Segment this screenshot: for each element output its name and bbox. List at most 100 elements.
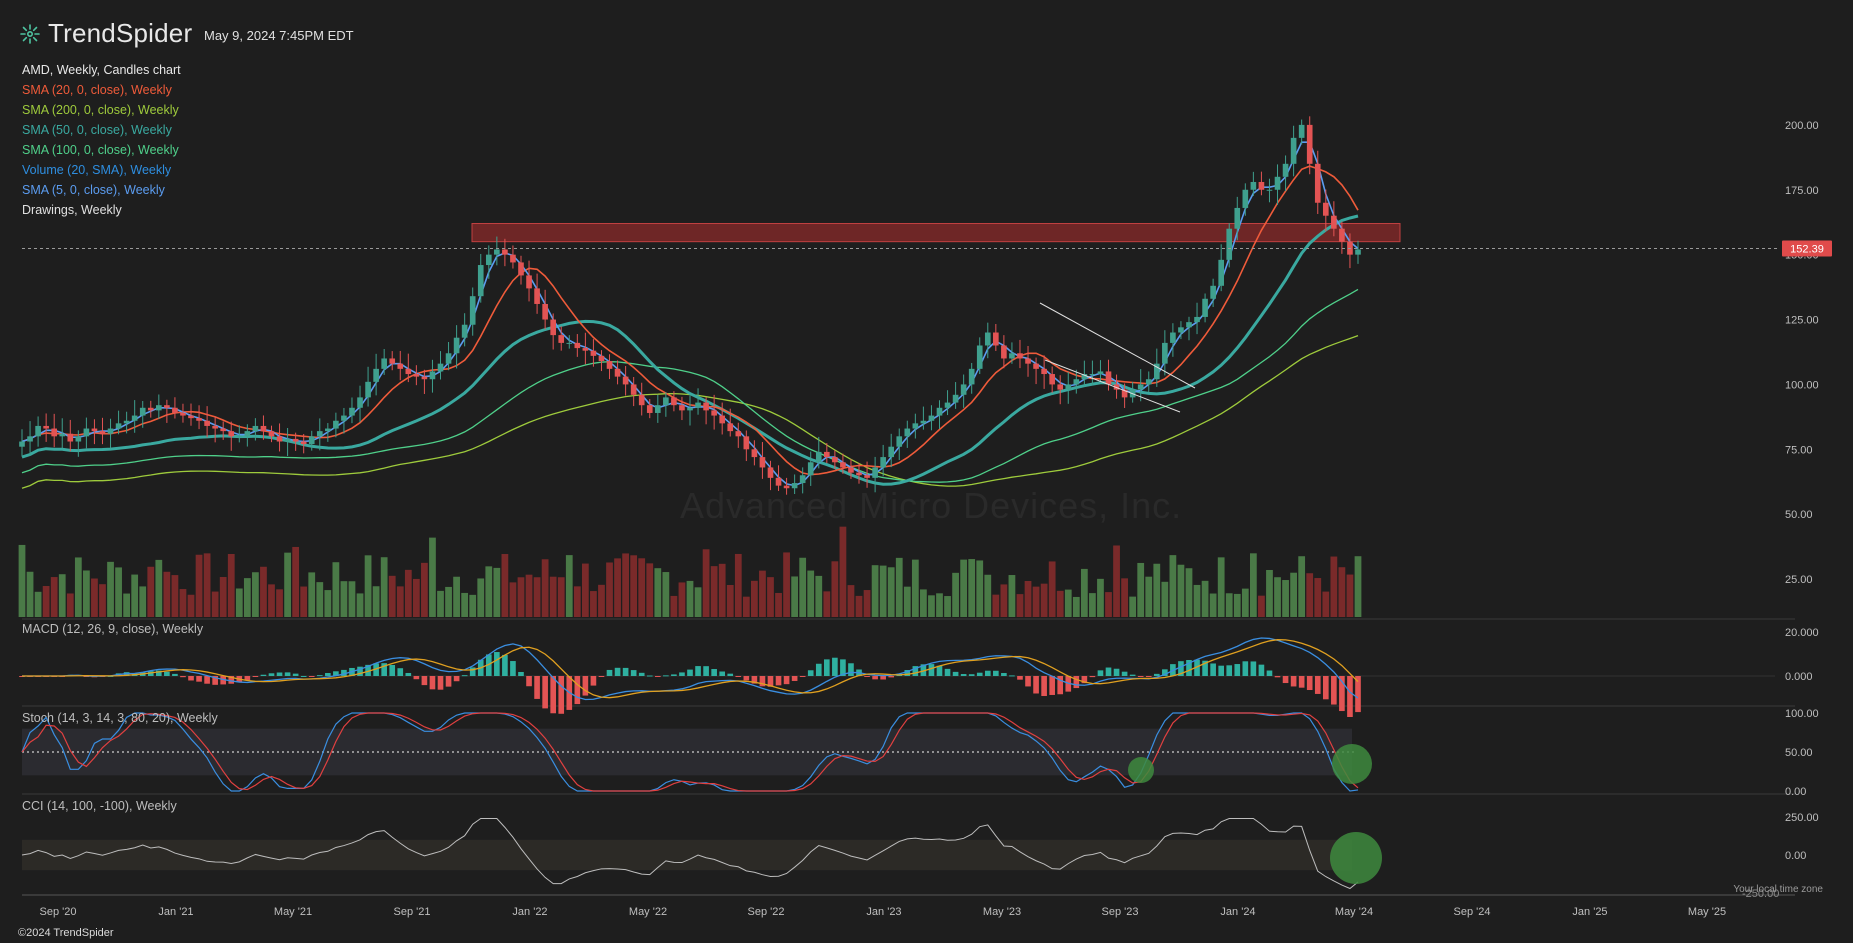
legend-item-volume[interactable]: Volume (20, SMA), Weekly	[22, 163, 172, 177]
candle-body	[727, 423, 734, 432]
macd-hist-bar	[172, 673, 178, 676]
macd-hist-bar	[832, 657, 838, 676]
volume-bar	[1072, 596, 1080, 617]
volume-bar	[1314, 578, 1322, 617]
macd-hist-bar	[1145, 676, 1152, 677]
legend-item-sma20[interactable]: SMA (20, 0, close), Weekly	[22, 83, 172, 97]
volume-bar	[968, 559, 976, 617]
volume-bar	[734, 553, 742, 617]
candle-body	[139, 407, 146, 416]
volume-bar	[646, 563, 654, 617]
macd-hist-bar	[252, 676, 259, 677]
candle-body	[1162, 342, 1168, 364]
candle-body	[99, 431, 106, 434]
candle-body	[719, 415, 726, 424]
macd-hist-bar	[357, 666, 363, 676]
candle-body	[1250, 181, 1257, 190]
macd-hist-bar	[703, 666, 709, 676]
candle-body	[413, 374, 420, 377]
macd-hist-bar	[421, 676, 428, 686]
candle-body	[19, 441, 25, 447]
volume-bar	[147, 566, 155, 617]
macd-hist-bar	[1258, 664, 1265, 676]
macd-hist-bar	[558, 676, 565, 714]
macd-hist-bar	[550, 676, 556, 714]
volume-bar	[1105, 592, 1112, 617]
volume-bar	[155, 559, 163, 617]
macd-hist-bar	[912, 666, 919, 676]
volume-bar	[831, 561, 839, 617]
candle-body	[341, 415, 347, 421]
volume-bar	[276, 589, 283, 617]
stoch-d-line	[21, 712, 1359, 792]
volume-bar	[1217, 557, 1225, 617]
volume-bar	[1346, 574, 1354, 617]
volume-bar	[171, 575, 179, 617]
macd-hist-bar	[405, 672, 412, 676]
volume-bar	[1241, 588, 1249, 617]
candle-body	[598, 355, 605, 362]
macd-hist-bar	[646, 675, 653, 677]
legend-title[interactable]: AMD, Weekly, Candles chart	[22, 63, 181, 77]
volume-bar	[1274, 577, 1281, 617]
legend-item-sma50[interactable]: SMA (50, 0, close), Weekly	[22, 123, 172, 137]
macd-hist-bar	[284, 672, 291, 676]
macd-hist-bar	[815, 663, 822, 676]
candle-body	[952, 394, 959, 403]
candle-body	[164, 405, 170, 408]
macd-hist-bar	[1194, 659, 1200, 676]
candle-body	[397, 363, 404, 369]
macd-hist-bar	[1153, 673, 1160, 676]
candle-body	[574, 342, 581, 349]
volume-bar	[742, 596, 750, 617]
candle-body	[1234, 207, 1241, 229]
stoch-axis-tick: 50.00	[1785, 747, 1813, 759]
time-axis-tick: May '22	[629, 906, 667, 918]
macd-hist-bar	[1073, 676, 1080, 689]
macd-hist-bar	[1234, 664, 1241, 676]
macd-hist-bar	[1057, 676, 1064, 695]
volume-bar	[887, 567, 895, 617]
candle-body	[115, 423, 122, 429]
legend-item-sma200[interactable]: SMA (200, 0, close), Weekly	[22, 103, 179, 117]
macd-hist-bar	[1347, 676, 1353, 717]
volume-bar	[638, 558, 646, 617]
macd-hist-bar	[759, 676, 766, 687]
legend-item-sma100[interactable]: SMA (100, 0, close), Weekly	[22, 143, 179, 157]
volume-bar	[839, 526, 847, 617]
cci-line	[21, 818, 1359, 890]
volume-bar	[324, 590, 332, 617]
legend-item-sma5[interactable]: SMA (5, 0, close), Weekly	[22, 183, 165, 197]
macd-hist-bar	[325, 673, 331, 676]
volume-bar	[759, 570, 766, 617]
candle-body	[791, 483, 798, 489]
candle-body	[244, 431, 251, 437]
macd-pane-label[interactable]: MACD (12, 26, 9, close), Weekly	[22, 622, 204, 636]
volume-bar	[1129, 596, 1137, 617]
candle-body	[365, 381, 371, 398]
macd-hist-bar	[1001, 673, 1007, 676]
candle-body	[984, 332, 991, 346]
candle-body	[131, 415, 138, 421]
macd-hist-bar	[1121, 671, 1128, 676]
candle-body	[735, 431, 742, 437]
copyright: ©2024 TrendSpider	[18, 927, 114, 939]
candle-body	[494, 249, 500, 255]
cci-pane-label[interactable]: CCI (14, 100, -100), Weekly	[22, 799, 177, 813]
macd-hist-bar	[1274, 676, 1281, 678]
stoch-pane-label[interactable]: Stoch (14, 3, 14, 3, 80, 20), Weekly	[22, 711, 218, 725]
volume-bar	[1097, 578, 1104, 617]
volume-bar	[292, 546, 300, 617]
volume-bar	[928, 595, 935, 617]
volume-bar	[654, 568, 662, 617]
macd-hist-bar	[1314, 676, 1321, 694]
candle-body	[405, 368, 412, 375]
macd-hist-bar	[1009, 675, 1015, 677]
candle-body	[1017, 353, 1023, 359]
macd-hist-bar	[1250, 661, 1257, 676]
candle-body	[172, 407, 178, 413]
legend-item-drawings[interactable]: Drawings, Weekly	[22, 203, 122, 217]
macd-hist-bar	[671, 674, 677, 676]
macd-axis-tick: 20.000	[1785, 627, 1819, 639]
